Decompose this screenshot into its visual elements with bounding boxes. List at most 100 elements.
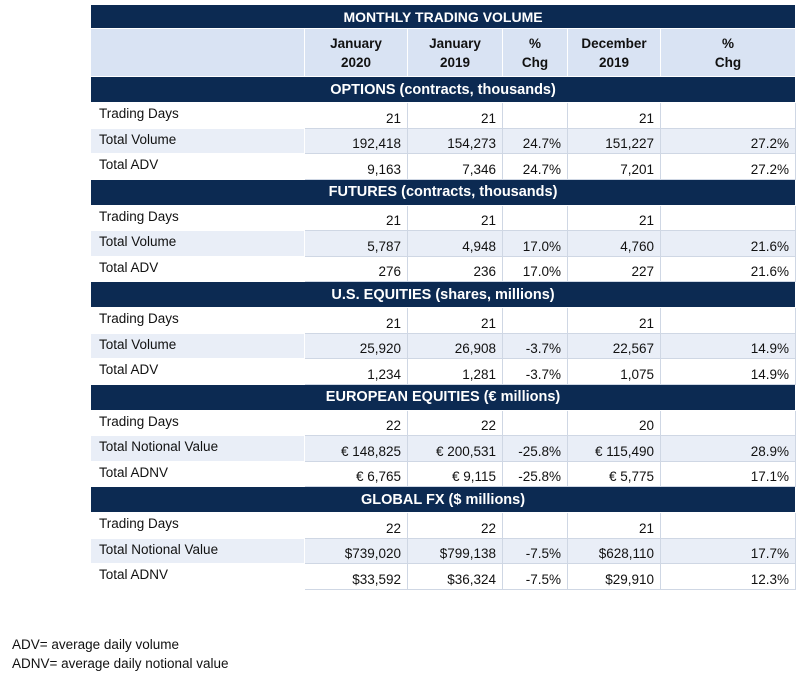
table-cell: 21 <box>567 102 661 129</box>
table-cell: 276 <box>304 255 408 282</box>
table-cell: 236 <box>407 255 503 282</box>
row-label: Total Notional Value <box>90 537 305 564</box>
table-cell: 4,760 <box>567 230 661 257</box>
table-cell: 21.6% <box>659 230 796 257</box>
table-cell: $29,910 <box>567 563 661 590</box>
table-cell: 21 <box>567 307 661 334</box>
table-cell: 21 <box>304 307 408 334</box>
table-cell: 27.2% <box>659 153 796 180</box>
table-cell: -25.8% <box>502 460 568 487</box>
row-label: Total ADNV <box>90 563 305 590</box>
table-title: MONTHLY TRADING VOLUME <box>89 4 796 29</box>
table-cell: -25.8% <box>502 435 568 462</box>
table-row: Trading Days 21 21 21 <box>90 204 796 231</box>
column-header-pct-chg-mom: % Chg <box>659 28 796 77</box>
table-row: Total ADNV € 6,765 € 9,115 -25.8% € 5,775 17.… <box>90 460 796 487</box>
section-title: FUTURES (contracts, thousands) <box>89 178 796 206</box>
table-cell: 22 <box>407 512 503 539</box>
table-cell: € 6,765 <box>304 460 408 487</box>
row-label: Trading Days <box>90 409 305 436</box>
column-header-row: January 2020 January 2019 % Chg December 201… <box>90 28 796 77</box>
footnotes: ADV= average daily volume ADNV= average … <box>12 635 229 673</box>
section-title: U.S. EQUITIES (shares, millions) <box>89 281 796 308</box>
trading-volume-table-container: MONTHLY TRADING VOLUME January 2020 Janua… <box>89 4 796 590</box>
table-cell <box>502 307 568 334</box>
table-cell: 21 <box>407 204 503 231</box>
table-cell: -3.7% <box>502 332 568 359</box>
table-row: Total ADV 9,163 7,346 24.7% 7,201 27.2% <box>90 153 796 180</box>
table-cell: 192,418 <box>304 127 408 154</box>
row-label: Total ADV <box>90 153 305 180</box>
row-label: Total Volume <box>90 127 305 154</box>
section-title: OPTIONS (contracts, thousands) <box>89 76 796 103</box>
table-cell: 1,234 <box>304 358 408 385</box>
table-cell: 21 <box>304 102 408 129</box>
table-row: Total Volume 5,787 4,948 17.0% 4,760 21.6% <box>90 230 796 257</box>
row-label: Total Notional Value <box>90 435 305 462</box>
table-cell: 1,075 <box>567 358 661 385</box>
table-cell: 17.0% <box>502 255 568 282</box>
footnote-adv: ADV= average daily volume <box>12 637 179 652</box>
row-label: Trading Days <box>90 307 305 334</box>
table-cell: 7,201 <box>567 153 661 180</box>
table-cell: -3.7% <box>502 358 568 385</box>
table-cell: -7.5% <box>502 563 568 590</box>
section-header-row: EUROPEAN EQUITIES (€ millions) <box>89 383 796 411</box>
section-header-row: U.S. EQUITIES (shares, millions) <box>89 281 796 308</box>
table-cell <box>659 204 796 231</box>
table-cell: 17.0% <box>502 230 568 257</box>
table-cell: 22 <box>304 512 408 539</box>
table-cell: 4,948 <box>407 230 503 257</box>
trading-volume-table: MONTHLY TRADING VOLUME January 2020 Janua… <box>89 4 796 590</box>
table-cell: 25,920 <box>304 332 408 359</box>
table-row: Trading Days 21 21 21 <box>90 102 796 129</box>
table-cell: 22,567 <box>567 332 661 359</box>
row-label: Total ADV <box>90 255 305 282</box>
row-label: Total Volume <box>90 230 305 257</box>
row-label: Total ADNV <box>90 460 305 487</box>
table-cell: € 115,490 <box>567 435 661 462</box>
table-row: Trading Days 21 21 21 <box>90 307 796 334</box>
table-cell <box>659 307 796 334</box>
table-cell: 17.1% <box>659 460 796 487</box>
table-cell: 24.7% <box>502 153 568 180</box>
table-cell: 21 <box>407 307 503 334</box>
table-row: Total ADV 276 236 17.0% 227 21.6% <box>90 255 796 282</box>
table-cell: $628,110 <box>567 537 661 564</box>
table-cell: 22 <box>304 409 408 436</box>
table-cell: 9,163 <box>304 153 408 180</box>
table-cell: € 200,531 <box>407 435 503 462</box>
table-cell: 26,908 <box>407 332 503 359</box>
table-cell: € 148,825 <box>304 435 408 462</box>
row-label: Trading Days <box>90 204 305 231</box>
table-cell: 28.9% <box>659 435 796 462</box>
table-cell: 14.9% <box>659 332 796 359</box>
table-cell: 21 <box>567 512 661 539</box>
table-cell: 20 <box>567 409 661 436</box>
table-cell: 1,281 <box>407 358 503 385</box>
table-cell <box>502 204 568 231</box>
table-row: Total Notional Value $739,020 $799,138 -7.5… <box>90 537 796 564</box>
row-label: Total Volume <box>90 332 305 359</box>
column-header-jan-2020: January 2020 <box>304 28 408 77</box>
table-cell: 14.9% <box>659 358 796 385</box>
table-cell: 21 <box>304 204 408 231</box>
table-cell <box>659 409 796 436</box>
table-row: Total Notional Value € 148,825 € 200,531 -2… <box>90 435 796 462</box>
table-row: Trading Days 22 22 21 <box>90 512 796 539</box>
table-row: Total ADV 1,234 1,281 -3.7% 1,075 14.9% <box>90 358 796 385</box>
table-cell: 21 <box>407 102 503 129</box>
table-cell: 21 <box>567 204 661 231</box>
row-label: Trading Days <box>90 512 305 539</box>
table-cell <box>502 512 568 539</box>
row-label: Total ADV <box>90 358 305 385</box>
table-cell <box>502 102 568 129</box>
table-cell: 21.6% <box>659 255 796 282</box>
table-cell: 7,346 <box>407 153 503 180</box>
table-cell: $799,138 <box>407 537 503 564</box>
table-row: Total ADNV $33,592 $36,324 -7.5% $29,910 12.3… <box>90 563 796 590</box>
section-header-row: GLOBAL FX ($ millions) <box>89 486 796 513</box>
table-cell: -7.5% <box>502 537 568 564</box>
table-cell: $33,592 <box>304 563 408 590</box>
table-row: Total Volume 25,920 26,908 -3.7% 22,567 14.9% <box>90 332 796 359</box>
